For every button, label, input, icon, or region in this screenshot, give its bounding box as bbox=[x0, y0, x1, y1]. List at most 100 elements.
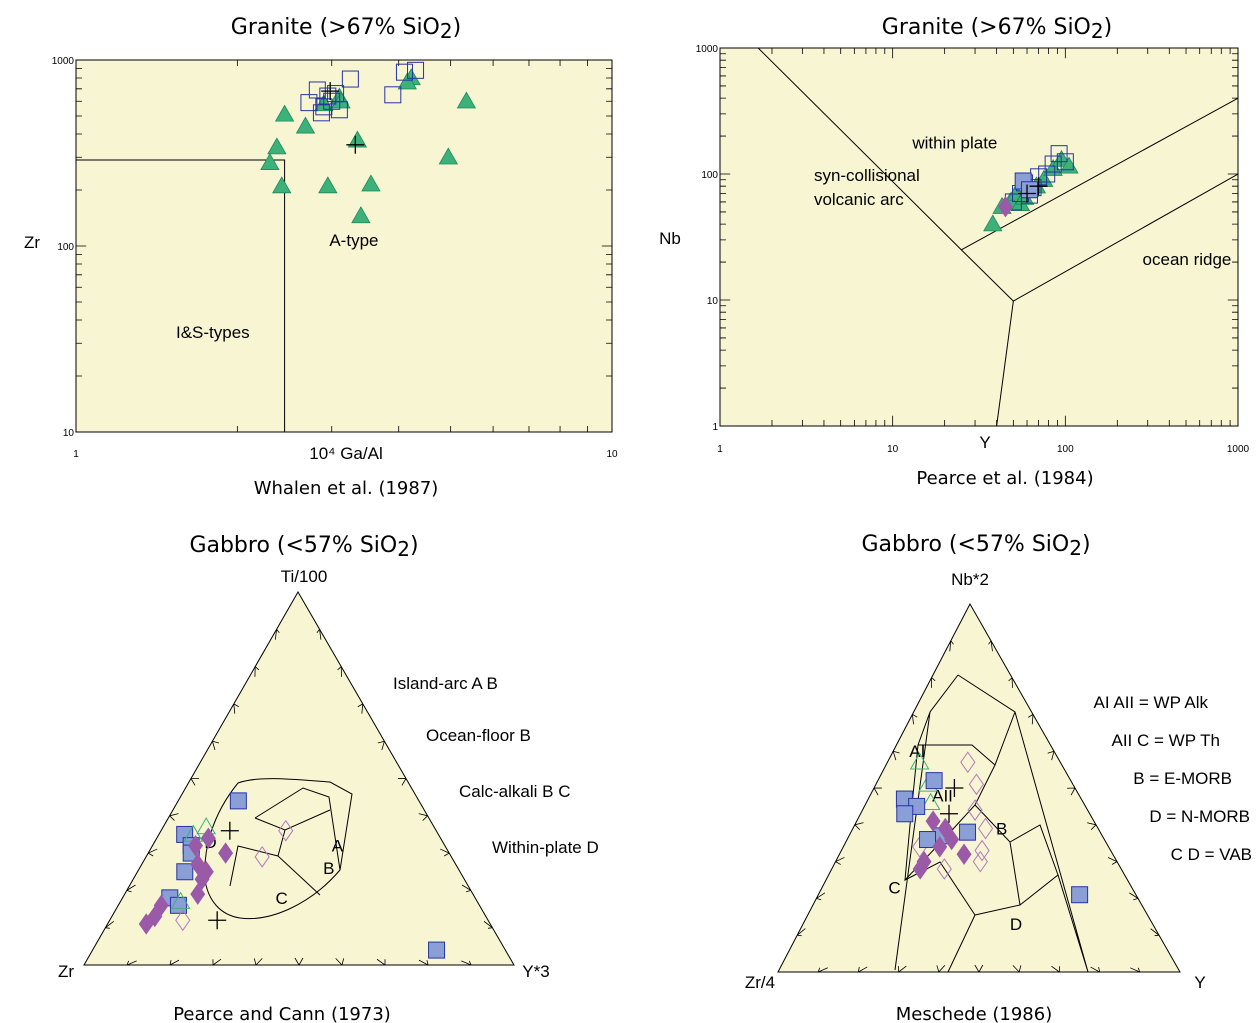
x-tick-label: 100 bbox=[1057, 444, 1074, 455]
y-tick-label: 100 bbox=[57, 242, 74, 253]
data-point bbox=[272, 176, 292, 194]
x-axis-label: 10⁴ Ga/Al bbox=[309, 444, 382, 463]
field-outline bbox=[204, 778, 353, 920]
field-label: syn-collisional bbox=[814, 166, 920, 185]
x-tick-label: 1 bbox=[717, 444, 723, 455]
data-point bbox=[956, 843, 972, 865]
field-label: ocean ridge bbox=[1143, 250, 1232, 269]
data-point bbox=[194, 868, 210, 890]
ternary-frame bbox=[83, 590, 515, 966]
data-point bbox=[341, 70, 359, 88]
chart-title: Granite (>67% SiO2) bbox=[882, 15, 1112, 43]
data-point bbox=[428, 941, 446, 959]
legend-entry: C D = VAB bbox=[1171, 845, 1252, 864]
data-point bbox=[925, 772, 943, 790]
data-point bbox=[968, 773, 985, 796]
data-point bbox=[983, 214, 1003, 232]
data-point bbox=[200, 827, 216, 849]
x-tick-label: 1 bbox=[73, 449, 79, 460]
data-point bbox=[974, 839, 990, 862]
chart-whalen: 1 10 1000 100 10 Zr 10⁴ Ga/Al Whalen et al. (19… bbox=[24, 56, 618, 499]
data-point bbox=[330, 101, 348, 119]
data-point bbox=[384, 86, 402, 104]
x-tick-label: 1000 bbox=[1227, 444, 1250, 455]
data-point bbox=[925, 810, 941, 832]
chart-title: Gabbro (<57% SiO2) bbox=[861, 532, 1090, 560]
apex-label-top: Nb*2 bbox=[951, 570, 989, 589]
data-point bbox=[295, 116, 316, 134]
data-point bbox=[170, 891, 191, 909]
y-tick-label: 10 bbox=[63, 428, 75, 439]
data-point bbox=[260, 153, 280, 170]
data-point bbox=[395, 63, 413, 81]
data-point bbox=[351, 206, 371, 224]
data-point bbox=[312, 104, 330, 122]
field-label: volcanic arc bbox=[814, 190, 904, 209]
field-label: within plate bbox=[911, 133, 997, 152]
data-point bbox=[967, 799, 983, 821]
apex-label-right: Y bbox=[1194, 973, 1205, 992]
legend-entry: Within-plate D bbox=[492, 838, 599, 857]
data-point bbox=[1044, 155, 1062, 173]
y-axis-label: Zr bbox=[24, 233, 40, 252]
plot-area bbox=[75, 59, 613, 433]
field-label: C bbox=[275, 889, 287, 908]
ternary-ticks bbox=[105, 629, 493, 966]
legend-entry: Calc-alkali B C bbox=[459, 782, 570, 801]
data-point bbox=[959, 823, 977, 841]
data-point bbox=[208, 911, 227, 930]
data-point bbox=[347, 130, 368, 148]
field-boundary bbox=[996, 301, 1014, 426]
apex-label-left: Zr bbox=[58, 962, 74, 981]
data-point bbox=[1018, 184, 1037, 203]
data-point bbox=[932, 836, 948, 858]
data-point bbox=[267, 137, 287, 155]
data-point bbox=[175, 909, 191, 932]
data-point bbox=[1071, 886, 1089, 904]
data-point bbox=[909, 752, 930, 770]
data-point bbox=[397, 72, 417, 90]
data-point bbox=[254, 845, 270, 868]
ternary-frame bbox=[777, 602, 1181, 973]
data-point bbox=[190, 883, 206, 905]
y-tick-label: 1000 bbox=[696, 44, 719, 55]
data-point bbox=[1038, 165, 1056, 183]
chart-caption: Pearce and Cann (1973) bbox=[173, 1004, 391, 1023]
field-label: C bbox=[888, 878, 900, 897]
legend-entry: Island-arc A B bbox=[393, 674, 498, 693]
field-boundary bbox=[229, 787, 341, 896]
data-point bbox=[1020, 181, 1038, 199]
data-point bbox=[945, 779, 964, 797]
chart-title: Gabbro (<57% SiO2) bbox=[189, 533, 418, 561]
data-point bbox=[919, 831, 937, 849]
data-point bbox=[331, 91, 351, 109]
data-point bbox=[896, 805, 914, 823]
chart-caption: Meschede (1986) bbox=[896, 1004, 1052, 1023]
data-point bbox=[361, 174, 381, 192]
data-point bbox=[229, 792, 247, 810]
field-label: I&S-types bbox=[176, 323, 250, 342]
data-point bbox=[997, 196, 1013, 218]
field-boundary bbox=[76, 159, 286, 432]
data-point bbox=[176, 863, 194, 881]
ternary-ticks bbox=[796, 640, 1160, 973]
data-point bbox=[940, 804, 958, 823]
data-point bbox=[944, 828, 960, 851]
data-point bbox=[308, 81, 326, 99]
legend-entry: AII C = WP Th bbox=[1112, 731, 1221, 750]
field-label: A bbox=[332, 837, 344, 856]
apex-label-left: Zr/4 bbox=[745, 973, 775, 992]
chart-title: Granite (>67% SiO2) bbox=[231, 15, 461, 43]
data-point bbox=[977, 817, 994, 840]
plot-area bbox=[719, 47, 1239, 427]
data-point bbox=[274, 104, 295, 122]
legend-entry: B = E-MORB bbox=[1133, 769, 1232, 788]
field-boundary bbox=[961, 97, 1238, 251]
x-tick-label: 10 bbox=[887, 444, 899, 455]
data-point bbox=[407, 61, 425, 79]
legend-entry: Ocean-floor B bbox=[426, 726, 531, 745]
field-boundary bbox=[757, 48, 1238, 302]
data-point bbox=[936, 858, 952, 880]
data-point bbox=[972, 850, 988, 873]
